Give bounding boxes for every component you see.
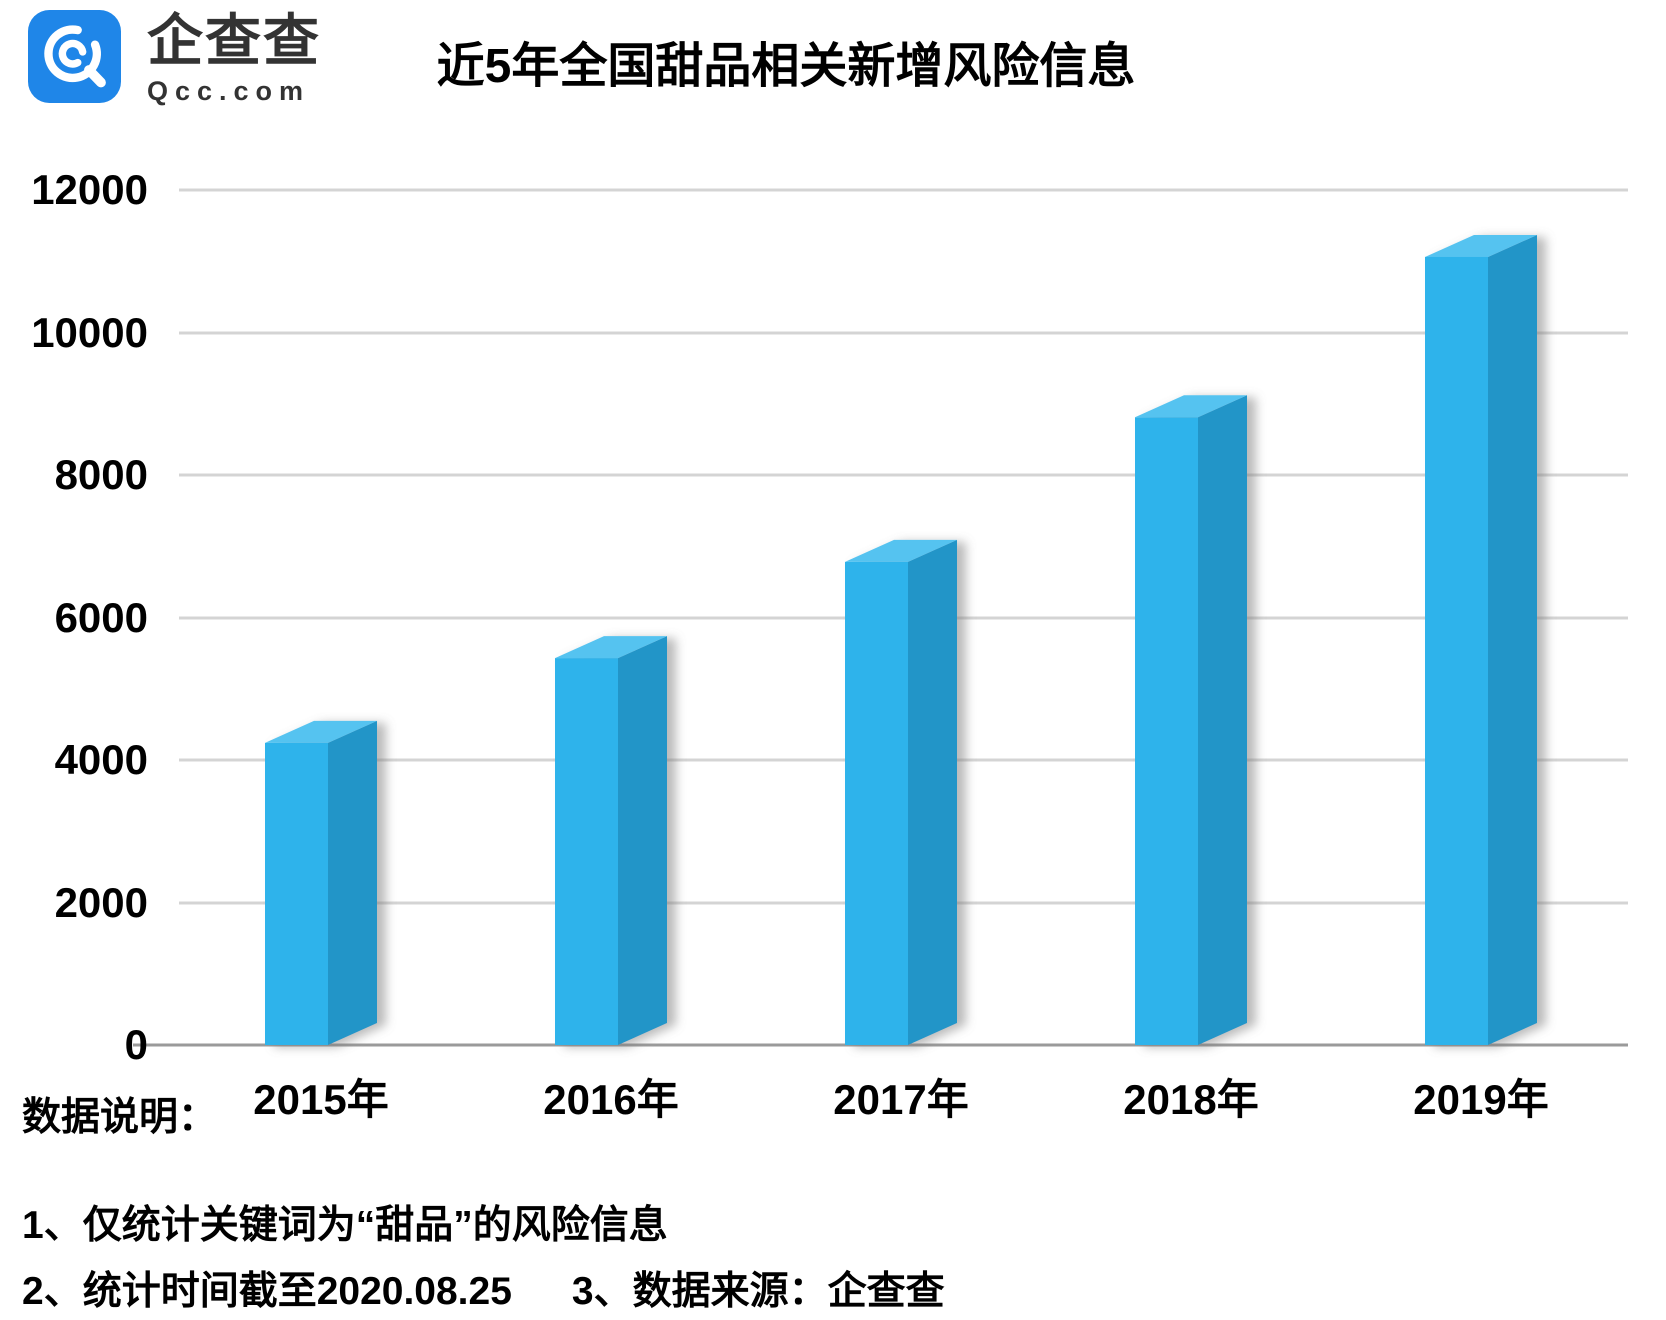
bar-2017年 <box>845 539 957 1045</box>
bar-side-face <box>1488 234 1537 1046</box>
bar-2019年 <box>1425 234 1537 1046</box>
logo-text: 企查查 Qcc.com <box>147 10 321 107</box>
note-row: 2、统计时间截至2020.08.25 3、数据来源：企查查 <box>22 1260 945 1316</box>
bar-top-face <box>265 720 377 743</box>
qcc-magnifier-icon <box>28 10 121 103</box>
x-tick-label-2015年: 2015年 <box>253 1076 389 1123</box>
gridline-8000 <box>179 473 1628 477</box>
logo-inner-c <box>58 39 87 68</box>
bar-top-face <box>1425 234 1537 257</box>
plot-svg <box>265 234 1537 1046</box>
gridline-12000 <box>179 188 1628 192</box>
bar-2018年 <box>1135 395 1247 1046</box>
y-tick-label-2000: 2000 <box>54 878 148 926</box>
note-3: 3、数据来源：企查查 <box>571 1270 945 1313</box>
chart-title: 近5年全国甜品相关新增风险信息 <box>436 40 1136 93</box>
x-tick-label-2019年: 2019年 <box>1413 1076 1549 1123</box>
y-tick-label-6000: 6000 <box>54 593 148 641</box>
logo-outer-ring <box>44 25 101 83</box>
bar-top-face <box>555 636 667 659</box>
y-tick-label-10000: 10000 <box>31 308 148 356</box>
qcc-logo: 企查查 Qcc.com <box>28 10 321 107</box>
y-tick-label-12000: 12000 <box>31 166 148 213</box>
logo-magnifier-handle <box>84 65 106 88</box>
bar-side-face <box>618 636 667 1045</box>
bar-front-face <box>1425 256 1488 1046</box>
bar-top-face <box>1135 395 1247 418</box>
brand-name: 企查查 <box>147 9 321 72</box>
x-tick-label-2016年: 2016年 <box>543 1076 679 1123</box>
y-axis: 0 2000 4000 6000 8000 10000 12000 <box>0 0 148 1100</box>
bar-front-face <box>555 658 618 1045</box>
notes-heading: 数据说明： <box>22 1096 218 1139</box>
bars-group <box>265 234 1537 1046</box>
y-tick-label-8000: 8000 <box>54 451 148 498</box>
bar-front-face <box>1135 417 1198 1046</box>
note-2: 2、统计时间截至2020.08.25 <box>22 1270 512 1313</box>
y-tick-label-4000: 4000 <box>54 736 148 783</box>
bar-side-face <box>908 539 957 1045</box>
bar-front-face <box>265 742 328 1045</box>
bar-side-face <box>328 720 377 1045</box>
gridline-10000 <box>179 331 1628 334</box>
y-tick-label-0: 0 <box>124 1021 148 1068</box>
note-1: 1、仅统计关键词为“甜品”的风险信息 <box>22 1204 668 1247</box>
bar-2016年 <box>555 636 667 1045</box>
x-tick-label-2017年: 2017年 <box>833 1076 969 1123</box>
bar-top-face <box>845 539 957 562</box>
x-tick-label-2018年: 2018年 <box>1123 1076 1259 1123</box>
brand-domain: Qcc.com <box>147 75 311 106</box>
bar-2015年 <box>265 720 377 1045</box>
bar-front-face <box>845 561 908 1045</box>
bar-side-face <box>1198 395 1247 1046</box>
